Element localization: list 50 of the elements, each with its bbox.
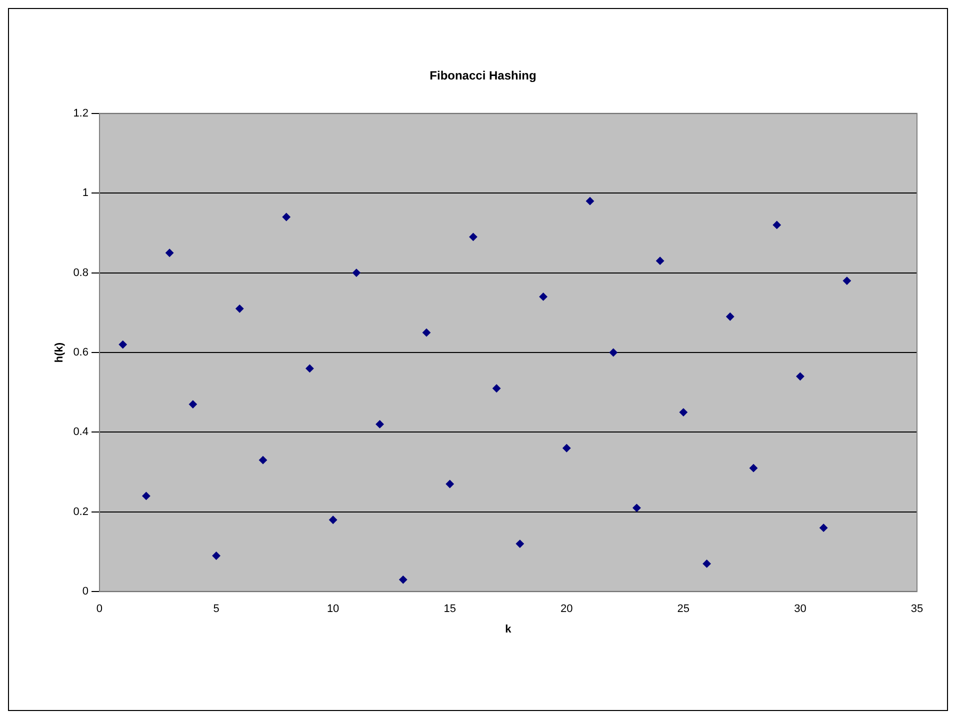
point: [632, 504, 641, 512]
point: [702, 560, 711, 568]
point: [679, 408, 688, 416]
x-tick-label: 30: [794, 603, 806, 616]
y-tick-label: 0.2: [73, 506, 88, 518]
point: [469, 232, 478, 241]
point: [118, 340, 127, 349]
point: [446, 480, 454, 488]
point: [258, 456, 267, 464]
point: [352, 268, 360, 277]
x-tick-label: 15: [444, 603, 456, 616]
point: [376, 420, 384, 428]
x-axis-title: k: [505, 623, 512, 636]
point: [282, 213, 290, 222]
y-axis-title: h(k): [54, 342, 66, 363]
y-tick-label: 1: [82, 187, 88, 200]
point: [726, 312, 734, 321]
point: [772, 220, 781, 229]
point: [399, 576, 408, 584]
x-tick-label: 35: [910, 603, 924, 616]
chart-title: Fibonacci Hashing: [430, 68, 536, 83]
point: [750, 464, 758, 472]
y-tick-label: 1.2: [73, 107, 88, 120]
point: [586, 197, 594, 206]
point: [492, 384, 501, 392]
point: [656, 256, 664, 265]
point: [842, 276, 851, 285]
point: [306, 364, 314, 372]
point: [796, 372, 804, 380]
y-tick-label: 0.4: [73, 426, 88, 438]
point: [422, 328, 430, 337]
x-tick-label: 20: [560, 603, 573, 616]
x-tick-label: 5: [213, 603, 220, 616]
x-tick-label: 0: [96, 603, 103, 616]
point: [516, 540, 524, 548]
point: [142, 492, 150, 500]
point: [212, 552, 220, 560]
x-tick-label: 25: [677, 603, 690, 616]
y-tick-label: 0.8: [73, 266, 88, 279]
point: [539, 292, 548, 301]
point: [188, 400, 197, 408]
y-tick-label: 0.6: [73, 346, 88, 359]
point: [236, 304, 244, 313]
point: [329, 516, 338, 524]
point: [166, 248, 174, 257]
point: [820, 524, 828, 532]
point: [562, 444, 571, 452]
y-tick-label: 0: [82, 586, 88, 598]
point: [609, 348, 618, 356]
x-tick-label: 10: [326, 603, 340, 616]
